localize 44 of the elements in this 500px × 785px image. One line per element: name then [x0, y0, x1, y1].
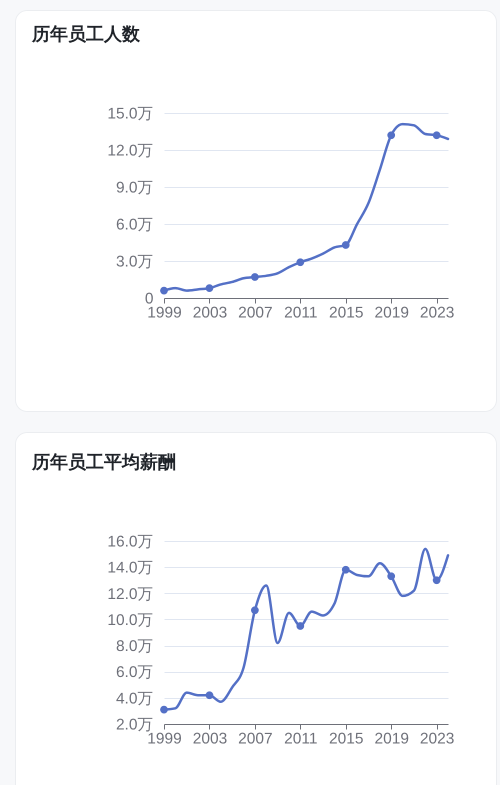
x-tick-label: 2023 — [420, 304, 454, 322]
y-tick-label: 8.0万 — [116, 638, 154, 656]
x-tick-label: 2003 — [192, 730, 228, 748]
point — [342, 566, 350, 574]
x-tick-label: 2015 — [329, 304, 364, 322]
x-tick-label: 2007 — [238, 730, 273, 748]
chart-title: 历年员工平均薪酬 — [31, 452, 176, 472]
x-tick-label: 2011 — [284, 730, 318, 748]
x-tick-label: 1999 — [147, 304, 182, 322]
x-tick-label: 2019 — [374, 730, 409, 748]
y-tick-label: 9.0万 — [116, 180, 154, 196]
x-tick-label: 1999 — [147, 730, 182, 748]
y-tick-label: 16.0万 — [107, 534, 154, 550]
x-tick-label: 2011 — [284, 304, 318, 322]
x-tick-label: 2015 — [329, 730, 364, 748]
y-tick-label: 15.0万 — [107, 106, 154, 122]
point — [387, 572, 396, 580]
point — [296, 622, 304, 630]
y-tick-label: 12.0万 — [107, 586, 154, 603]
y-tick-label: 14.0万 — [107, 560, 154, 577]
point — [432, 576, 441, 584]
point — [160, 706, 168, 714]
y-tick-label: 3.0万 — [116, 254, 154, 270]
point — [342, 241, 350, 249]
chart-title: 历年员工人数 — [31, 24, 141, 44]
point — [387, 131, 396, 140]
y-tick-label: 12.0万 — [107, 142, 154, 160]
y-tick-label: 2.0万 — [116, 716, 154, 734]
point — [160, 286, 168, 294]
point — [432, 131, 441, 140]
point — [206, 284, 214, 292]
y-tick-label: 4.0万 — [116, 690, 154, 708]
x-tick-label: 2019 — [374, 304, 409, 322]
point — [251, 606, 259, 614]
point — [251, 273, 259, 281]
x-tick-label: 2007 — [238, 304, 273, 322]
y-tick-label: 6.0万 — [116, 216, 154, 234]
point — [206, 691, 214, 700]
x-tick-label: 2023 — [420, 730, 454, 748]
y-tick-label: 10.0万 — [107, 612, 154, 629]
y-tick-label: 0 — [144, 290, 154, 308]
x-tick-label: 2003 — [192, 304, 228, 322]
y-tick-label: 6.0万 — [116, 664, 154, 682]
point — [296, 258, 304, 266]
